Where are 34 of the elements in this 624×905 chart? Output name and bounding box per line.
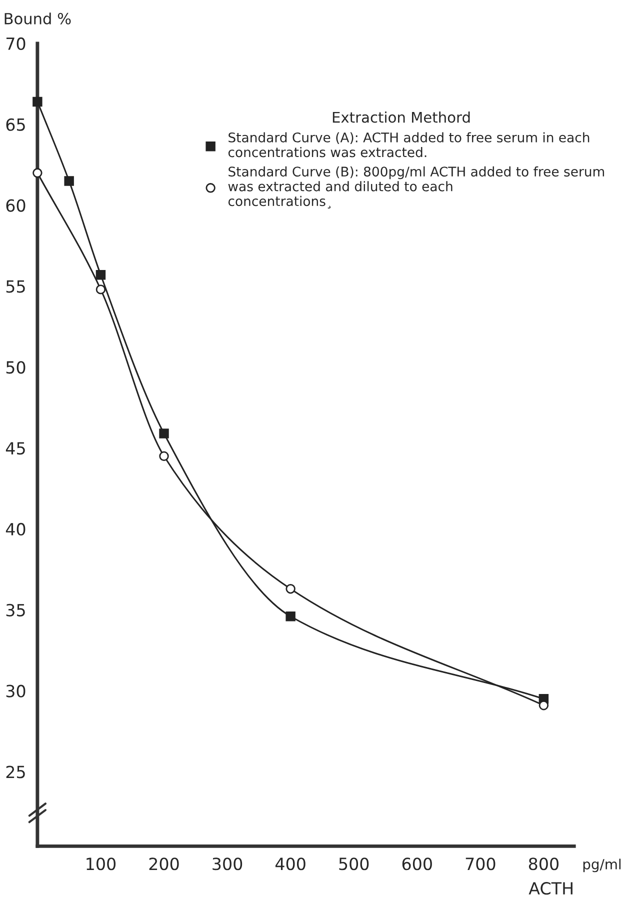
y-tick-label: 35	[6, 604, 25, 616]
legend-label: Standard Curve (B): 800pg/ml ACTH added to free serum was extracted and diluted to each concentrations¸	[228, 166, 604, 208]
x-tick-label: 500	[339, 858, 369, 870]
y-axis-title: Bound %	[4, 12, 71, 24]
y-tick-label: 70	[6, 37, 26, 50]
legend-label: Standard Curve (A): ACTH added to free serum in each concentrations was extracted.	[228, 132, 590, 158]
x-tick-label: 300	[212, 858, 242, 870]
point	[538, 700, 549, 710]
y-tick-label: 45	[6, 442, 25, 455]
y-tick-label: 65	[6, 118, 25, 131]
point	[32, 96, 42, 107]
point	[32, 168, 42, 178]
x-tick-label: 100	[86, 858, 116, 870]
y-tick-label: 25	[6, 766, 25, 778]
y-tick-label: 30	[6, 684, 26, 698]
point	[96, 284, 106, 294]
point	[286, 584, 296, 594]
point	[159, 451, 169, 461]
x-tick-label: 200	[149, 858, 179, 870]
x-tick-label: 400	[275, 858, 306, 870]
point	[286, 612, 296, 622]
x-tick-label: 800	[528, 858, 559, 870]
text: pg/ml	[583, 858, 621, 872]
y-tick-label: 50	[6, 361, 26, 374]
y-tick-label: 40	[6, 522, 26, 536]
point	[64, 176, 74, 186]
point	[96, 270, 106, 280]
x-axis-title: ACTH	[528, 882, 572, 895]
legend-title: Extraction Methord	[332, 112, 470, 123]
y-tick-label: 55	[6, 280, 25, 293]
y-tick-label: 60	[6, 199, 26, 212]
x-tick-label: 700	[466, 858, 496, 870]
point	[159, 428, 169, 438]
x-tick-label: 600	[402, 858, 432, 870]
